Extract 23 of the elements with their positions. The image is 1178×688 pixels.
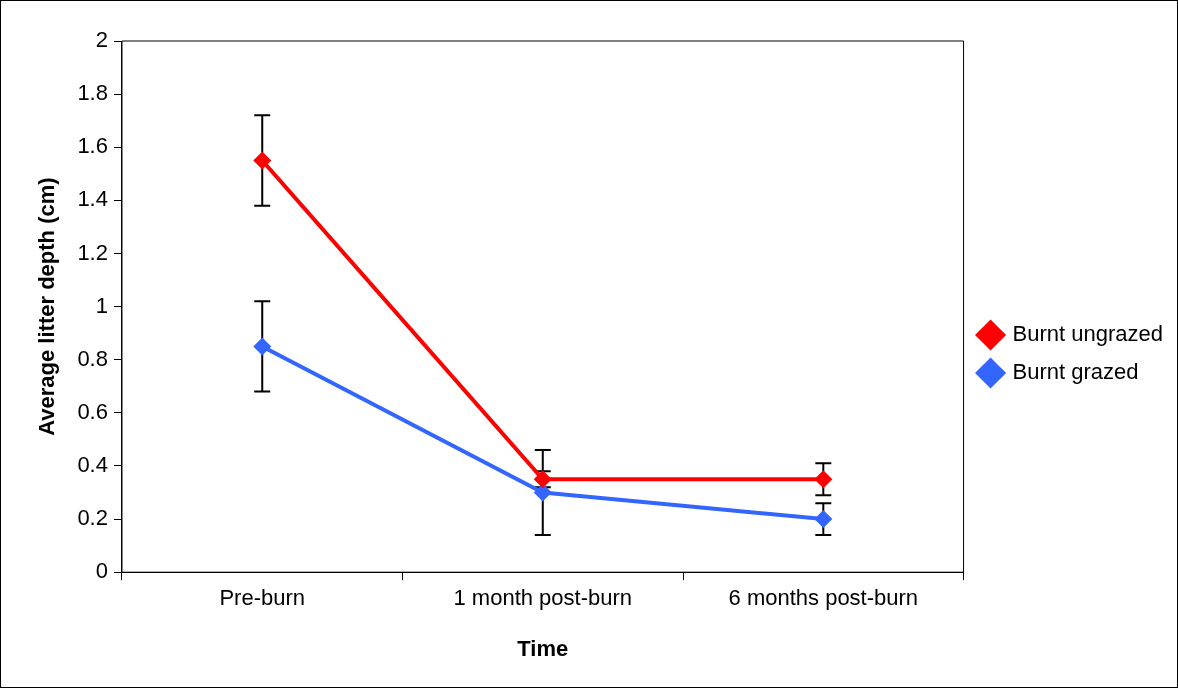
legend-label: Burnt ungrazed — [1012, 321, 1163, 347]
y-tick-label: 0.2 — [77, 505, 108, 531]
y-tick-label: 2 — [95, 27, 108, 53]
y-axis-title: Average litter depth (cm) — [34, 177, 60, 436]
y-tick-label: 0.4 — [77, 452, 108, 478]
legend-label: Burnt grazed — [1012, 359, 1139, 385]
point — [814, 470, 833, 489]
x-tick-label: 1 month post-burn — [453, 585, 633, 611]
y-tick-label: 0.6 — [77, 398, 108, 424]
point — [533, 483, 552, 502]
y-tick-label: 1 — [95, 292, 108, 318]
y-tick-label: 1.4 — [77, 186, 108, 212]
x-tick-label: 6 months post-burn — [728, 585, 919, 611]
point — [253, 151, 272, 170]
x-axis-title: Time — [517, 635, 569, 661]
point — [253, 337, 272, 356]
y-tick-label: 0 — [95, 558, 108, 584]
y-tick-label: 1.2 — [77, 239, 108, 265]
x-tick-label: Pre-burn — [219, 585, 306, 611]
y-tick-label: 1.8 — [77, 80, 108, 106]
y-tick-label: 1.6 — [77, 133, 108, 159]
point — [814, 510, 833, 529]
y-tick-label: 0.8 — [77, 345, 108, 371]
